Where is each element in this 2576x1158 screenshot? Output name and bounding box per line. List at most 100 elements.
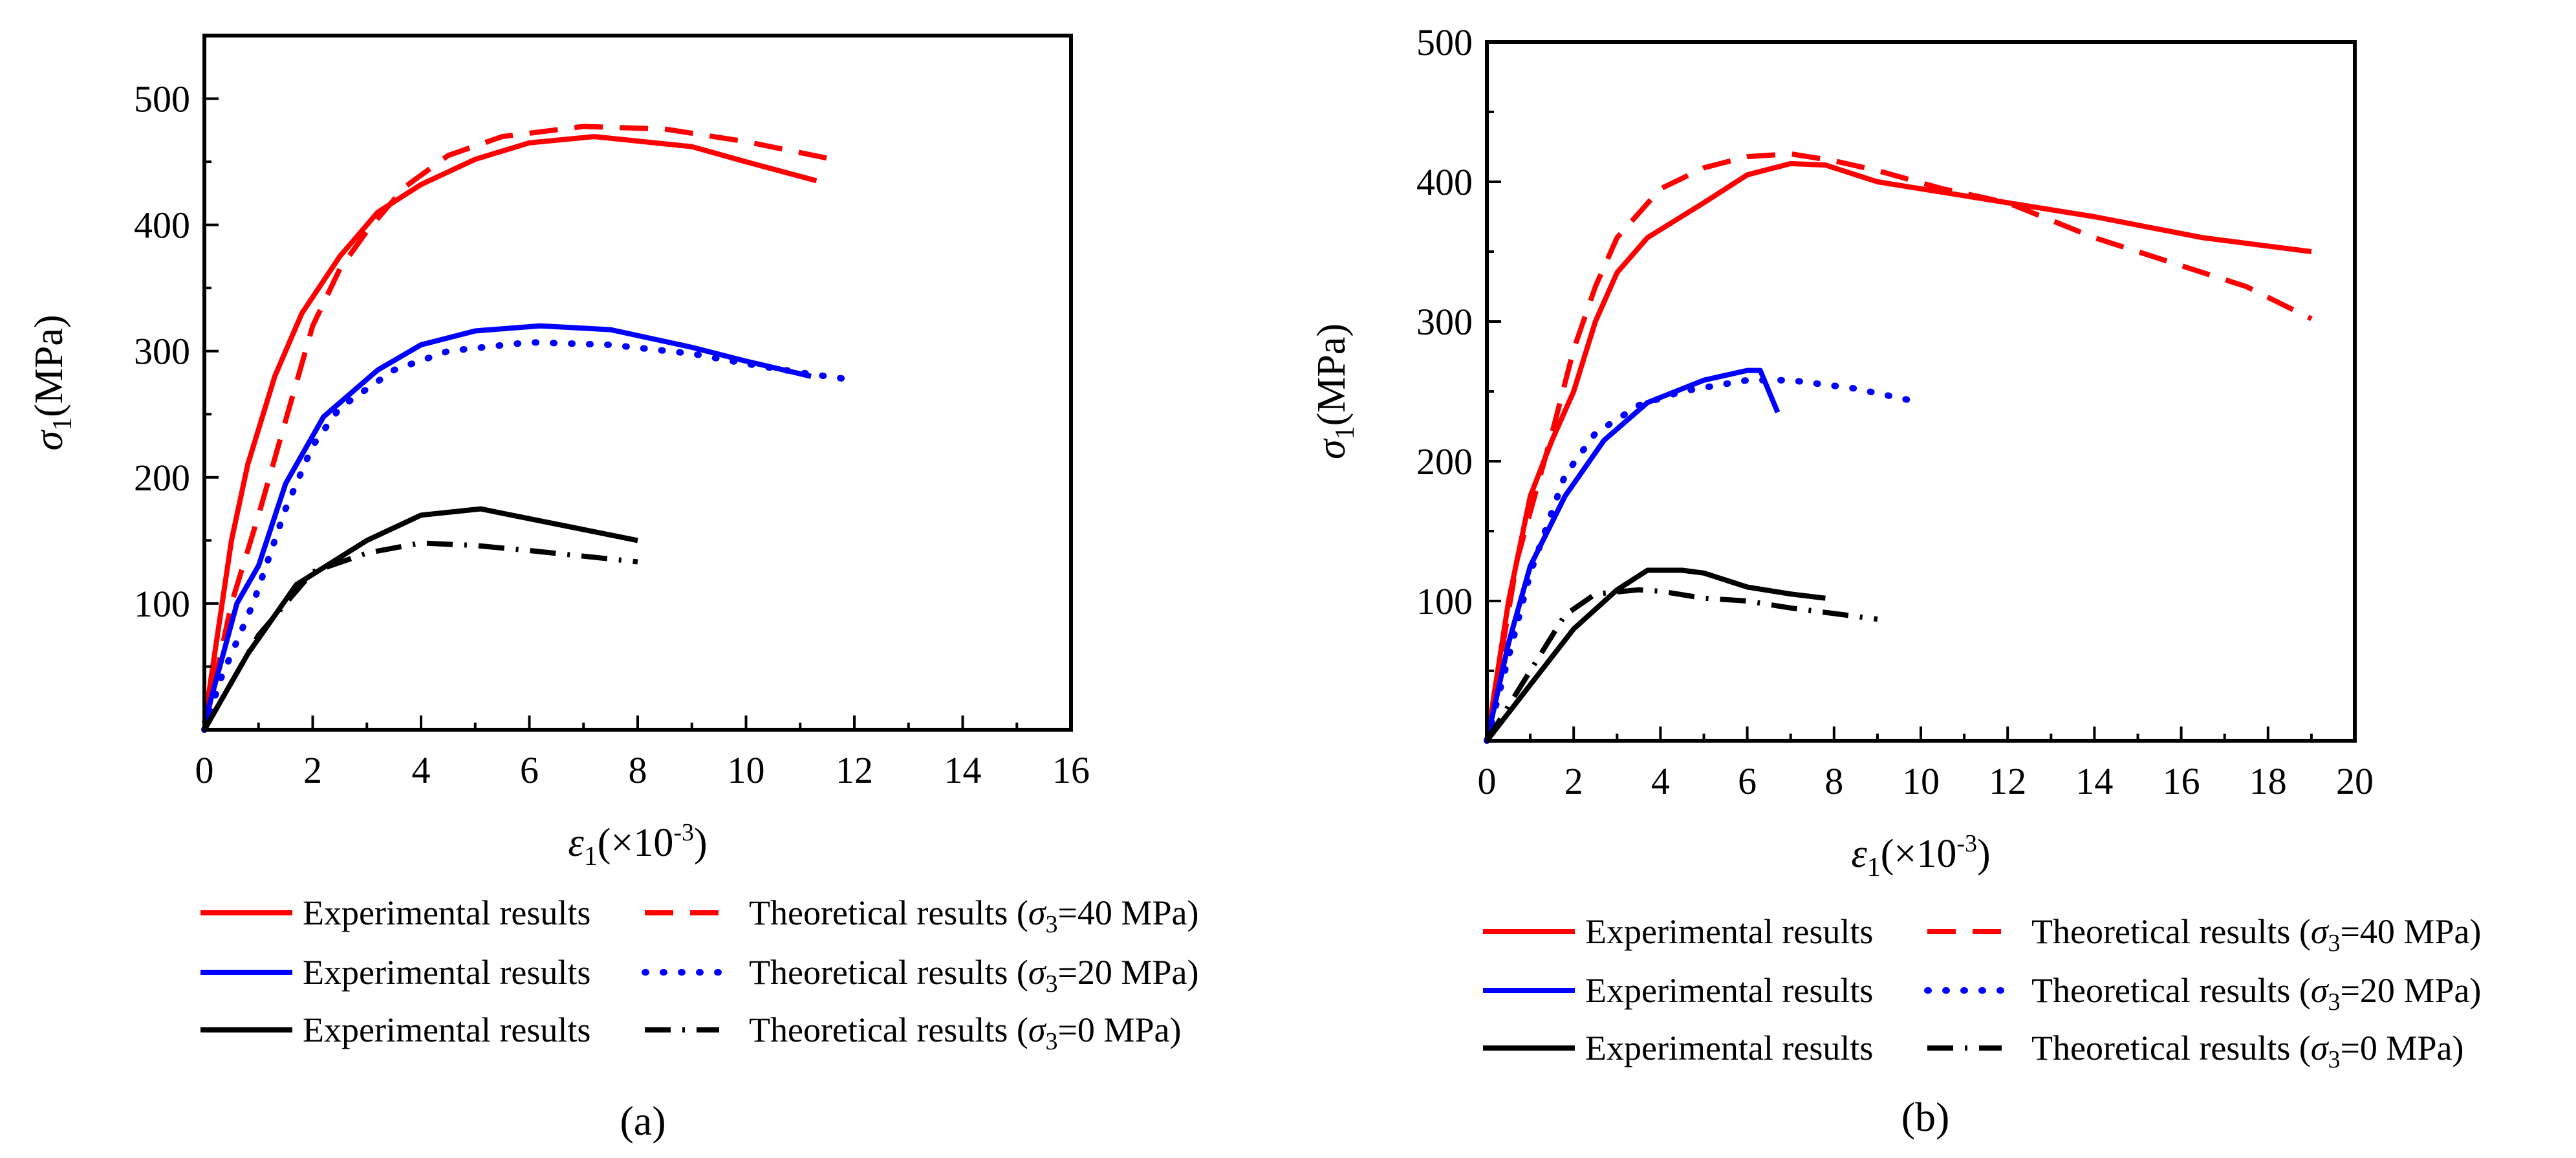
legend-row: Experimental results Theoretical results …: [200, 953, 1198, 998]
x-tick-label: 18: [2249, 760, 2287, 802]
x-tick-label: 4: [412, 749, 431, 791]
y-tick-label: 500: [134, 78, 190, 120]
legend-prefix: Theoretical results (: [2031, 971, 2311, 1010]
series-line-dash-1: [202, 124, 834, 730]
x-axis-exponent: -3: [1956, 830, 1977, 857]
x-tick-label: 6: [1738, 760, 1757, 802]
y-axis-unit: (MPa): [1310, 323, 1354, 426]
x-tick-label: 20: [2336, 760, 2374, 802]
legend-prefix: Theoretical results (: [2031, 1029, 2311, 1067]
x-axis-unit: (×10: [1881, 832, 1957, 876]
y-tick-label: 400: [1416, 161, 1473, 203]
legend-label-theoretical: Theoretical results (σ3=0 MPa): [2031, 1029, 2463, 1073]
x-tick-label: 12: [1989, 760, 2026, 802]
x-axis-subscript: 1: [1867, 853, 1881, 882]
x-axis-close: ): [1977, 832, 1991, 876]
x-tick-label: 14: [2075, 760, 2113, 802]
y-axis-title: σ1(MPa): [27, 315, 78, 451]
x-tick-label: 8: [1824, 760, 1843, 802]
y-axis-symbol: σ: [1310, 438, 1354, 459]
y-axis-title: σ1(MPa): [1310, 323, 1360, 459]
x-tick-label: 0: [1478, 760, 1497, 802]
legend-label-experimental: Experimental results: [303, 1011, 590, 1049]
x-axis-exponent: -3: [673, 819, 694, 846]
panel-label: (a): [620, 1098, 666, 1144]
y-tick-label: 100: [1416, 580, 1473, 622]
y-tick-label: 500: [1416, 21, 1473, 63]
legend-prefix: Theoretical results (: [749, 1011, 1028, 1049]
panel-label: (b): [1901, 1094, 1950, 1140]
x-tick-label: 0: [195, 749, 214, 791]
x-tick-label: 4: [1651, 760, 1670, 802]
legend: Experimental results Theoretical results …: [1483, 912, 2481, 1073]
legend-label-experimental: Experimental results: [1585, 971, 1873, 1010]
y-axis-symbol: σ: [27, 430, 71, 451]
y-tick-label: 400: [134, 204, 190, 246]
x-tick-label: 12: [836, 749, 873, 791]
y-axis-subscript: 1: [1330, 426, 1360, 439]
legend-prefix: Theoretical results (: [749, 953, 1028, 992]
legend-sigma: σ: [2311, 912, 2330, 951]
legend-suffix: =40 MPa): [2340, 912, 2481, 951]
series-line-dash-1: [1484, 151, 2313, 741]
x-axis-symbol: ε: [1851, 832, 1867, 876]
x-tick-label: 10: [728, 749, 765, 791]
legend-sigma: σ: [1028, 953, 1047, 992]
series-line-solid-2: [1484, 367, 1780, 741]
legend-suffix: =40 MPa): [1057, 893, 1198, 932]
y-tick-label: 100: [134, 583, 190, 625]
chart-panel-a: 0 2 4 6 8 10 12 14 16100200300400500ε1(×10-3)σ1(…: [27, 34, 1198, 1144]
series-line-dashdot-5: [202, 540, 638, 731]
series-line-solid-4: [1484, 567, 1826, 743]
x-tick-label: 6: [520, 749, 539, 791]
series-line-solid-0: [202, 134, 817, 724]
legend-sigma: σ: [2311, 971, 2330, 1010]
legend-row: Experimental results Theoretical results …: [1483, 1029, 2463, 1073]
x-axis-unit: (×10: [598, 821, 674, 865]
legend-label-theoretical: Theoretical results (σ3=0 MPa): [749, 1011, 1181, 1055]
legend-suffix: =0 MPa): [2340, 1029, 2463, 1067]
series-line-solid-4: [202, 506, 638, 731]
legend-label-experimental: Experimental results: [1585, 912, 1873, 951]
legend-suffix: =20 MPa): [2340, 971, 2481, 1010]
legend-prefix: Theoretical results (: [749, 893, 1028, 932]
x-tick-label: 14: [944, 749, 982, 791]
y-axis-unit: (MPa): [27, 315, 71, 417]
legend: Experimental results Theoretical results …: [200, 893, 1198, 1055]
legend-subscript: 3: [2328, 1046, 2340, 1073]
legend-label-theoretical: Theoretical results (σ3=40 MPa): [749, 893, 1198, 938]
series-line-solid-2: [202, 323, 812, 725]
series-line-dashdot-5: [1484, 587, 1878, 743]
legend-label-theoretical: Theoretical results (σ3=20 MPa): [749, 953, 1198, 998]
legend-row: Experimental results Theoretical results …: [200, 893, 1198, 938]
x-tick-label: 10: [1902, 760, 1940, 802]
legend-subscript: 3: [1045, 911, 1057, 938]
x-axis-subscript: 1: [584, 842, 598, 871]
legend-suffix: =20 MPa): [1057, 953, 1198, 992]
legend-sigma: σ: [1028, 1011, 1047, 1049]
x-tick-label: 8: [629, 749, 647, 791]
legend-suffix: =0 MPa): [1057, 1011, 1181, 1049]
legend-row: Experimental results Theoretical results …: [1483, 912, 2481, 957]
series-line-dot-3: [201, 339, 858, 733]
legend-label-experimental: Experimental results: [303, 953, 590, 992]
legend-prefix: Theoretical results (: [2031, 912, 2311, 951]
y-tick-label: 200: [134, 457, 190, 499]
legend-subscript: 3: [1045, 1028, 1057, 1055]
x-tick-label: 16: [2163, 760, 2200, 802]
legend-label-experimental: Experimental results: [1585, 1029, 1873, 1067]
legend-row: Experimental results Theoretical results …: [1483, 971, 2481, 1016]
y-tick-label: 200: [1416, 441, 1473, 483]
legend-sigma: σ: [1028, 893, 1047, 932]
y-tick-label: 300: [134, 331, 190, 373]
plot-frame: [1485, 40, 2357, 743]
legend-label-theoretical: Theoretical results (σ3=20 MPa): [2031, 971, 2481, 1016]
legend-row: Experimental results Theoretical results …: [200, 1011, 1181, 1055]
x-axis-title: ε1(×10-3): [568, 819, 707, 871]
x-tick-label: 2: [303, 749, 322, 791]
x-axis-title: ε1(×10-3): [1851, 830, 1990, 882]
legend-sigma: σ: [2311, 1029, 2330, 1067]
legend-subscript: 3: [1045, 970, 1057, 998]
